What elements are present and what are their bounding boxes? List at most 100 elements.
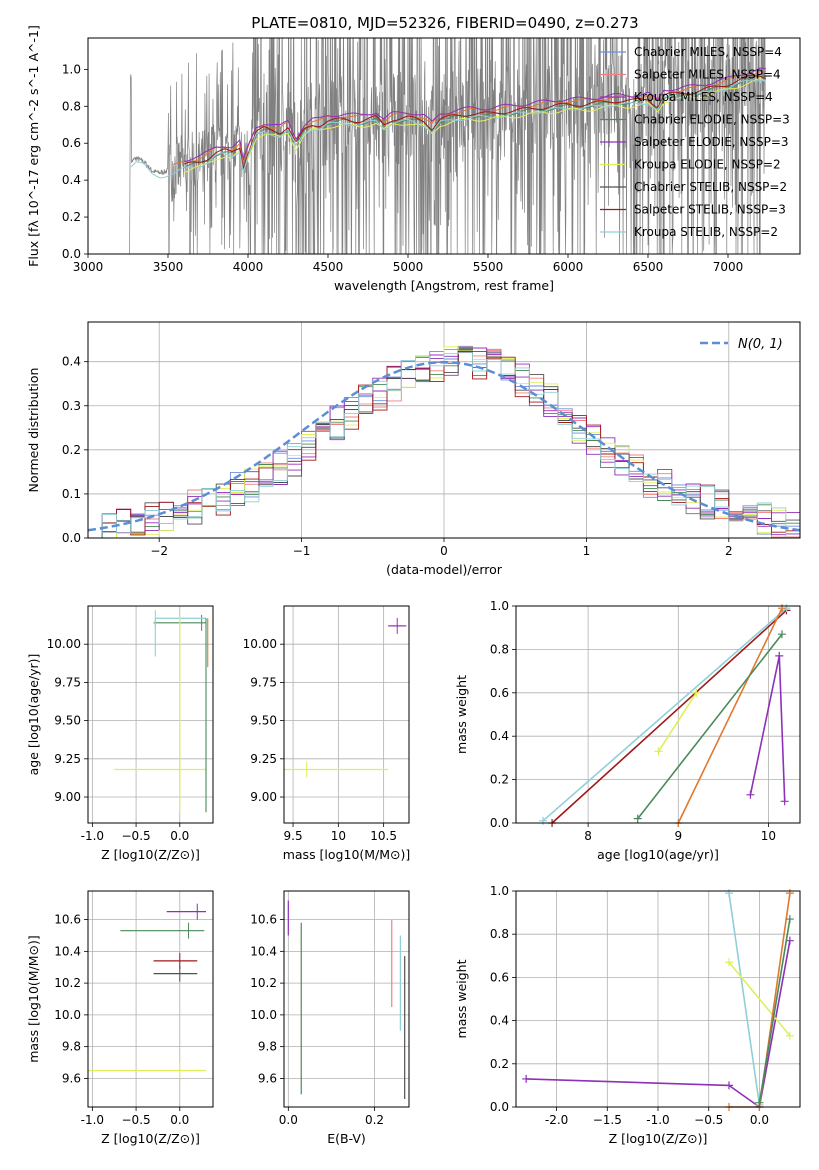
- y-tick-label: 10.6: [54, 913, 81, 927]
- x-tick-label: −2: [150, 544, 168, 558]
- x-tick-label: 7000: [713, 260, 744, 274]
- y-tick-label: 9.8: [62, 1040, 81, 1054]
- series-marker: [785, 936, 794, 945]
- series-lines: [539, 604, 791, 827]
- y-tick-label: 0.2: [62, 443, 81, 457]
- y-tick-label: 0.3: [62, 399, 81, 413]
- x-axis-label: E(B-V): [327, 1131, 366, 1146]
- y-tick-label: 0.4: [62, 173, 81, 187]
- axes-frame: [87, 605, 214, 824]
- x-tick-label: 1: [583, 544, 591, 558]
- x-tick-label: −0.5: [122, 829, 151, 843]
- series-line: [758, 918, 791, 1103]
- y-tick-label: 9.75: [250, 675, 277, 689]
- legend-label: Kroupa STELIB, NSSP=2: [634, 225, 778, 239]
- y-tick-label: 9.8: [258, 1040, 277, 1054]
- y-tick-label: 1.0: [490, 884, 509, 898]
- histogram-kroupa_stelib: [88, 352, 800, 539]
- x-tick-label: −1: [293, 544, 311, 558]
- y-tick-label: 0.0: [490, 1100, 509, 1114]
- series-marker: [775, 651, 784, 660]
- x-tick-label: 3000: [73, 260, 104, 274]
- x-tick-label: 10: [761, 829, 776, 843]
- x-tick-label: 0.0: [170, 1113, 189, 1127]
- x-axis-label: age [log10(age/yr)]: [597, 847, 719, 862]
- y-tick-label: 0.1: [62, 487, 81, 501]
- series-marker: [755, 1098, 764, 1107]
- y-axis-label: mass [log10(M/M⊙)]: [26, 935, 41, 1063]
- x-axis-label: wavelength [Angstrom, rest frame]: [334, 278, 554, 293]
- x-tick-label: 10.5: [370, 829, 397, 843]
- y-tick-label: 0.2: [490, 1057, 509, 1071]
- series-line: [677, 607, 783, 824]
- y-tick-label: 0.4: [62, 355, 81, 369]
- series-marker: [725, 889, 733, 898]
- y-tick-label: 0.2: [490, 773, 509, 787]
- y-axis-label: Flux [fλ 10^-17 erg cm^-2 s^-1 A^-1]: [26, 25, 41, 267]
- x-axis-label: Z [log10(Z/Z⊙)]: [609, 1131, 708, 1146]
- series-line: [551, 609, 788, 824]
- legend-label: Chabrier ELODIE, NSSP=3: [634, 113, 790, 127]
- x-tick-label: 8: [584, 829, 592, 843]
- panel-age-vs-mass: 9.5 10 10.5 9.00 9.25 9.50 9.75 10.00 mass [log1…: [243, 605, 410, 862]
- points: [88, 903, 207, 1079]
- x-tick-label: −0.5: [122, 1113, 151, 1127]
- y-tick-label: 0.6: [62, 136, 81, 150]
- legend-label: Salpeter ELODIE, NSSP=3: [634, 135, 789, 149]
- plot-area: 3000 3500 4000 4500 5000 5500 6000 6500 70000.00…: [26, 25, 801, 1146]
- y-tick-label: 0.4: [490, 729, 509, 743]
- y-tick-label: 0.6: [490, 686, 509, 700]
- y-tick-label: 10.00: [47, 637, 81, 651]
- y-tick-label: 0.2: [62, 210, 81, 224]
- y-tick-label: 1.0: [490, 599, 509, 613]
- histograms: [88, 345, 800, 539]
- series-marker: [725, 958, 733, 967]
- x-tick-label: 2: [725, 544, 733, 558]
- x-tick-label: 6000: [553, 260, 584, 274]
- series-marker: [785, 889, 794, 898]
- y-axis-label: Normed distribution: [26, 368, 41, 493]
- y-tick-label: 9.6: [258, 1071, 277, 1085]
- x-tick-label: 0.0: [750, 1113, 769, 1127]
- model-line: [183, 75, 766, 170]
- x-axis-label: Z [log10(Z/Z⊙)]: [101, 1131, 200, 1146]
- y-axis-label: mass weight: [454, 959, 469, 1038]
- y-tick-label: 9.00: [250, 790, 277, 804]
- extra-error-bars: [154, 616, 209, 813]
- series-marker: [780, 797, 789, 806]
- series-marker: [777, 630, 786, 639]
- x-tick-label: -1.0: [646, 1113, 669, 1127]
- spectrum-lines: [118, 38, 767, 254]
- panel-age-vs-metallicity: -1.0 −0.5 0.0 9.00 9.25 9.50 9.75 10.00 Z [log10…: [26, 605, 214, 862]
- legend-label: Chabrier MILES, NSSP=4: [634, 45, 782, 59]
- legend-label: Salpeter MILES, NSSP=4: [634, 68, 781, 82]
- axes-frame: [87, 37, 801, 255]
- points: [284, 617, 407, 778]
- x-tick-label: 6500: [633, 260, 664, 274]
- panel-mass-weight-vs-metallicity: -2.0 −1.5 -1.0 −0.5 0.0 0.0 0.2 0.4 0.6 0.8 1.0 Z […: [454, 884, 801, 1146]
- y-tick-label: 1.0: [62, 62, 81, 76]
- legend-label: Kroupa ELODIE, NSSP=2: [634, 158, 781, 172]
- y-tick-label: 0.6: [490, 970, 509, 984]
- x-tick-label: 5500: [473, 260, 504, 274]
- legend-label: Chabrier STELIB, NSSP=2: [634, 180, 787, 194]
- series-line: [526, 940, 791, 1109]
- y-tick-label: 0.0: [62, 531, 81, 545]
- x-tick-label: -1.0: [81, 829, 104, 843]
- y-tick-label: 9.25: [54, 752, 81, 766]
- x-tick-label: 0: [440, 544, 448, 558]
- panel-mass-vs-extinction: 0.0 0.2 9.6 9.8 10.0 10.2 10.4 10.6 E(B-V): [250, 890, 410, 1146]
- x-tick-label: -1.0: [81, 1113, 104, 1127]
- legend-label: Salpeter STELIB, NSSP=3: [634, 203, 786, 217]
- x-tick-label: −0.5: [694, 1113, 723, 1127]
- panel-mass-weight-vs-age: 8 9 10 0.0 0.2 0.4 0.6 0.8 1.0 age [log10(age/yr)…: [454, 599, 801, 862]
- series-marker: [785, 1031, 794, 1040]
- x-axis-label: (data-model)/error: [386, 562, 503, 577]
- y-tick-label: 9.50: [54, 714, 81, 728]
- series-marker: [692, 688, 701, 697]
- y-tick-label: 9.6: [62, 1071, 81, 1085]
- x-tick-label: 3500: [153, 260, 184, 274]
- y-axis-label: age [log10(age/yr)]: [26, 654, 41, 776]
- axes-frame: [283, 890, 410, 1108]
